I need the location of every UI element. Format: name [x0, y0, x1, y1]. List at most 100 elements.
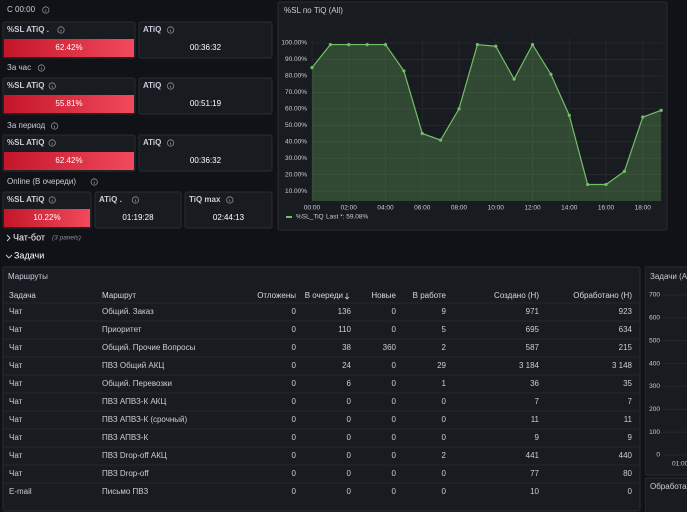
data-point: [622, 169, 627, 173]
data-point: [494, 44, 498, 48]
y-tick-label: 100.00%: [281, 40, 307, 47]
table-cell: 2: [442, 343, 447, 352]
x-tick-label: 01:00: [672, 461, 687, 468]
table-cell: 634: [619, 325, 633, 334]
table-cell: Чат: [9, 397, 23, 406]
y-tick-label: 400: [649, 360, 660, 367]
table-cell: 0: [292, 469, 297, 478]
group-label: C 00:00: [7, 5, 36, 14]
table-cell: 0: [292, 307, 297, 316]
table-cell: 80: [623, 469, 632, 478]
table-cell: 440: [619, 451, 633, 460]
table-cell: 3 184: [519, 361, 540, 370]
table-title: Маршруты: [8, 272, 48, 281]
info-icon: [42, 6, 50, 14]
row-chevron: [6, 234, 11, 242]
table-cell: 1: [442, 379, 447, 388]
y-tick-label: 40.00%: [285, 138, 307, 145]
y-tick-label: 10.00%: [285, 188, 307, 195]
row-chevron: [5, 254, 13, 259]
stat-value: 55.81%: [55, 99, 82, 108]
table-cell: 77: [530, 469, 539, 478]
table-cell: 0: [442, 433, 447, 442]
x-tick-label: 12:00: [524, 205, 541, 212]
stat-title: ATiQ: [143, 138, 161, 147]
x-tick-label: 06:00: [414, 205, 431, 212]
table-cell: ПВЗ АПВЗ-К (срочный): [102, 415, 188, 424]
stat-title: %SL ATiQ: [7, 195, 45, 204]
info-icon: [131, 196, 139, 204]
stat-background: [4, 95, 134, 113]
data-point: [567, 113, 571, 117]
table-cell: 0: [392, 487, 397, 496]
y-tick-label: 500: [649, 337, 660, 344]
table-cell: ПВЗ АПВЗ-К: [102, 433, 148, 442]
table-cell: 0: [392, 415, 397, 424]
table-cell: 0: [442, 469, 447, 478]
info-icon: [90, 178, 98, 186]
y-tick-label: 60.00%: [285, 106, 307, 113]
y-tick-label: 50.00%: [285, 122, 307, 129]
y-tick-label: 200: [649, 406, 660, 413]
group-label: Online (В очереди): [7, 177, 76, 186]
column-header: Новые: [371, 291, 396, 300]
area-fill: [312, 44, 662, 201]
x-tick-label: 00:00: [304, 205, 321, 212]
table-cell: 0: [442, 397, 447, 406]
table-cell: Чат: [9, 325, 23, 334]
table-cell: 9: [442, 307, 447, 316]
stat-background: [4, 39, 134, 57]
table-cell: Общий. Прочие Вопросы: [102, 343, 196, 352]
x-tick-label: 04:00: [377, 205, 394, 212]
table-cell: 136: [338, 307, 352, 316]
table-cell: 9: [535, 433, 540, 442]
table-cell: 35: [623, 379, 632, 388]
data-point: [439, 138, 443, 142]
table-cell: ПВЗ Drop-off: [102, 469, 149, 478]
stat-title: TiQ max: [189, 195, 221, 204]
table-cell: 7: [628, 397, 633, 406]
x-tick-label: 02:00: [341, 205, 358, 212]
stat-value: 00:36:32: [190, 43, 222, 52]
table-cell: Чат: [9, 307, 23, 316]
table-cell: 24: [342, 361, 351, 370]
stat-panel: [94, 191, 182, 229]
data-point: [475, 42, 479, 47]
table-cell: 0: [347, 397, 352, 406]
stat-title: ATiQ: [143, 25, 161, 34]
table-cell: 7: [535, 397, 540, 406]
row-note: (3 panels): [52, 235, 81, 242]
table-cell: 0: [347, 433, 352, 442]
column-header: Отложены: [257, 291, 296, 300]
stat-panel: [138, 77, 273, 115]
data-point: [347, 42, 351, 47]
y-tick-label: 600: [649, 315, 660, 322]
y-tick-label: 20.00%: [285, 171, 307, 178]
data-point: [512, 77, 516, 81]
table-cell: 971: [526, 307, 540, 316]
table-cell: 0: [392, 451, 397, 460]
table-cell: ПВЗ АПВЗ-К АКЦ: [102, 397, 166, 406]
side-panel: [645, 266, 687, 476]
series-line: [311, 43, 662, 186]
table-cell: 29: [437, 361, 446, 370]
table-cell: Чат: [9, 415, 23, 424]
column-header: В работе: [413, 291, 447, 300]
x-tick-label: 14:00: [561, 205, 578, 212]
group-label: За период: [7, 121, 45, 130]
table-cell: 587: [526, 343, 540, 352]
table-cell: 2: [442, 451, 447, 460]
table-cell: 5: [442, 325, 447, 334]
table-cell: 0: [442, 487, 447, 496]
stat-title: %SL ATiQ: [7, 81, 45, 90]
table-cell: 10: [530, 487, 539, 496]
table-cell: 9: [628, 433, 633, 442]
table-cell: 0: [392, 325, 397, 334]
table-cell: Чат: [9, 361, 23, 370]
data-point: [549, 72, 553, 76]
info-icon: [50, 122, 59, 130]
column-header: Задача: [9, 291, 36, 300]
table-cell: 0: [292, 397, 297, 406]
table-cell: 0: [392, 397, 397, 406]
table-cell: 110: [338, 325, 351, 334]
